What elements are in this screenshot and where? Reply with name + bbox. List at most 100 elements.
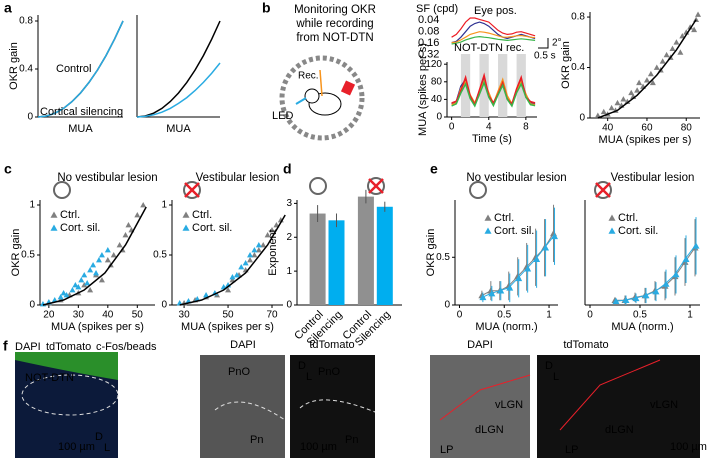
x-tick-label: 8 — [523, 122, 529, 133]
x-axis-label: MUA — [68, 123, 93, 135]
x-tick-label: 1 — [546, 310, 552, 321]
point — [72, 282, 79, 288]
x-tick-label: 1 — [687, 310, 693, 321]
point — [255, 242, 262, 248]
point — [84, 280, 91, 286]
y-axis-label: OKR gain — [10, 229, 22, 277]
fit-line — [179, 214, 286, 306]
point — [497, 287, 505, 294]
point — [110, 252, 117, 258]
image-label: L — [553, 371, 559, 383]
point — [233, 272, 240, 278]
y-axis-label: OKR gain — [560, 41, 572, 89]
point — [663, 51, 670, 58]
rec-label: Rec. — [298, 71, 319, 82]
point — [69, 287, 76, 293]
panel-label: c — [4, 161, 12, 177]
point — [687, 24, 694, 30]
x-tick-label: 4 — [486, 122, 492, 133]
x-tick-label: 50 — [222, 310, 234, 321]
y-tick-label: 3 — [286, 198, 292, 209]
point — [677, 49, 684, 55]
point — [78, 277, 85, 283]
point — [229, 277, 236, 283]
point — [653, 64, 660, 70]
y-tick-label: 1 — [161, 200, 167, 211]
point — [634, 87, 641, 93]
bar — [309, 213, 326, 305]
chart-title: No vestibular lesion — [466, 172, 566, 184]
point — [260, 242, 267, 248]
point — [269, 227, 276, 233]
legend-entry: Ctrl. — [192, 209, 212, 221]
line — [37, 20, 124, 118]
chart-title: Vestibular lesion — [611, 172, 695, 184]
eye-label: Eye pos. — [474, 5, 517, 17]
x-axis-label: MUA (spikes per s) — [181, 321, 274, 333]
point — [515, 274, 523, 282]
image-label: dLGN — [475, 424, 504, 436]
y-tick-label: 0.8 — [19, 16, 33, 27]
x-tick-label: 50 — [132, 310, 144, 321]
y-tick-label: 0.5 — [436, 252, 450, 263]
line — [451, 72, 536, 107]
legend-entry: Cort. sil. — [192, 222, 232, 234]
image-label: LP — [440, 444, 453, 456]
image-label: 100 µm — [300, 441, 337, 453]
point — [247, 252, 254, 258]
legend-marker — [484, 227, 492, 234]
point — [125, 222, 132, 228]
legend-entry: c-Fos/beads — [96, 341, 157, 353]
point — [632, 294, 640, 302]
eye-trace — [451, 21, 536, 44]
point — [93, 270, 100, 276]
y-tick-label: 0.4 — [571, 62, 585, 73]
x-axis-label: MUA (norm.) — [475, 321, 537, 333]
point — [642, 291, 650, 299]
legend-marker — [182, 224, 190, 231]
legend-entry: 0.32 — [418, 48, 439, 60]
fit-line — [597, 19, 697, 119]
legend-entry: Cort. sil. — [60, 222, 100, 234]
point — [600, 108, 607, 115]
point — [479, 293, 487, 301]
y-tick-label: 0 — [27, 112, 33, 123]
panel-label: b — [262, 0, 271, 16]
bar — [357, 196, 374, 305]
image-title: tdTomato — [309, 339, 354, 351]
point — [95, 257, 102, 263]
x-tick-label: 0 — [449, 122, 455, 133]
y-axis-label: MUA (spikes per s) — [417, 43, 429, 136]
bar — [376, 206, 393, 305]
image-label: NOT-DTN — [25, 372, 74, 384]
legend-entry: Ctrl. — [494, 212, 514, 224]
image-title: DAPI — [467, 339, 493, 351]
image-label: Pn — [345, 434, 358, 446]
schematic — [279, 55, 365, 141]
image-label: L — [104, 442, 110, 454]
point — [533, 255, 541, 262]
point — [622, 296, 630, 304]
image-label: Pn — [250, 434, 263, 446]
caption: from NOT-DTN — [296, 32, 373, 44]
panel-label: d — [283, 161, 292, 177]
point — [225, 287, 232, 293]
led-label: LED — [272, 110, 293, 122]
point — [75, 284, 82, 290]
image-label: vLGN — [650, 399, 678, 411]
annotation: NOT-DTN rec. — [454, 42, 524, 54]
legend-entry: DAPI — [15, 341, 41, 353]
eye-trace — [451, 31, 536, 44]
x-axis-label: MUA (spikes per s) — [51, 321, 144, 333]
chart-title: Vestibular lesion — [196, 172, 280, 184]
eye-trace — [451, 35, 536, 45]
y-tick-label: 1 — [286, 266, 292, 277]
x-tick-label: 0 — [457, 310, 463, 321]
point — [643, 77, 650, 83]
series-label: Control — [56, 63, 91, 75]
point — [87, 267, 94, 273]
x-tick-label: 0.5 — [497, 310, 511, 321]
point — [98, 277, 105, 283]
point — [81, 272, 88, 278]
y-axis-label: OKR gain — [8, 42, 20, 90]
